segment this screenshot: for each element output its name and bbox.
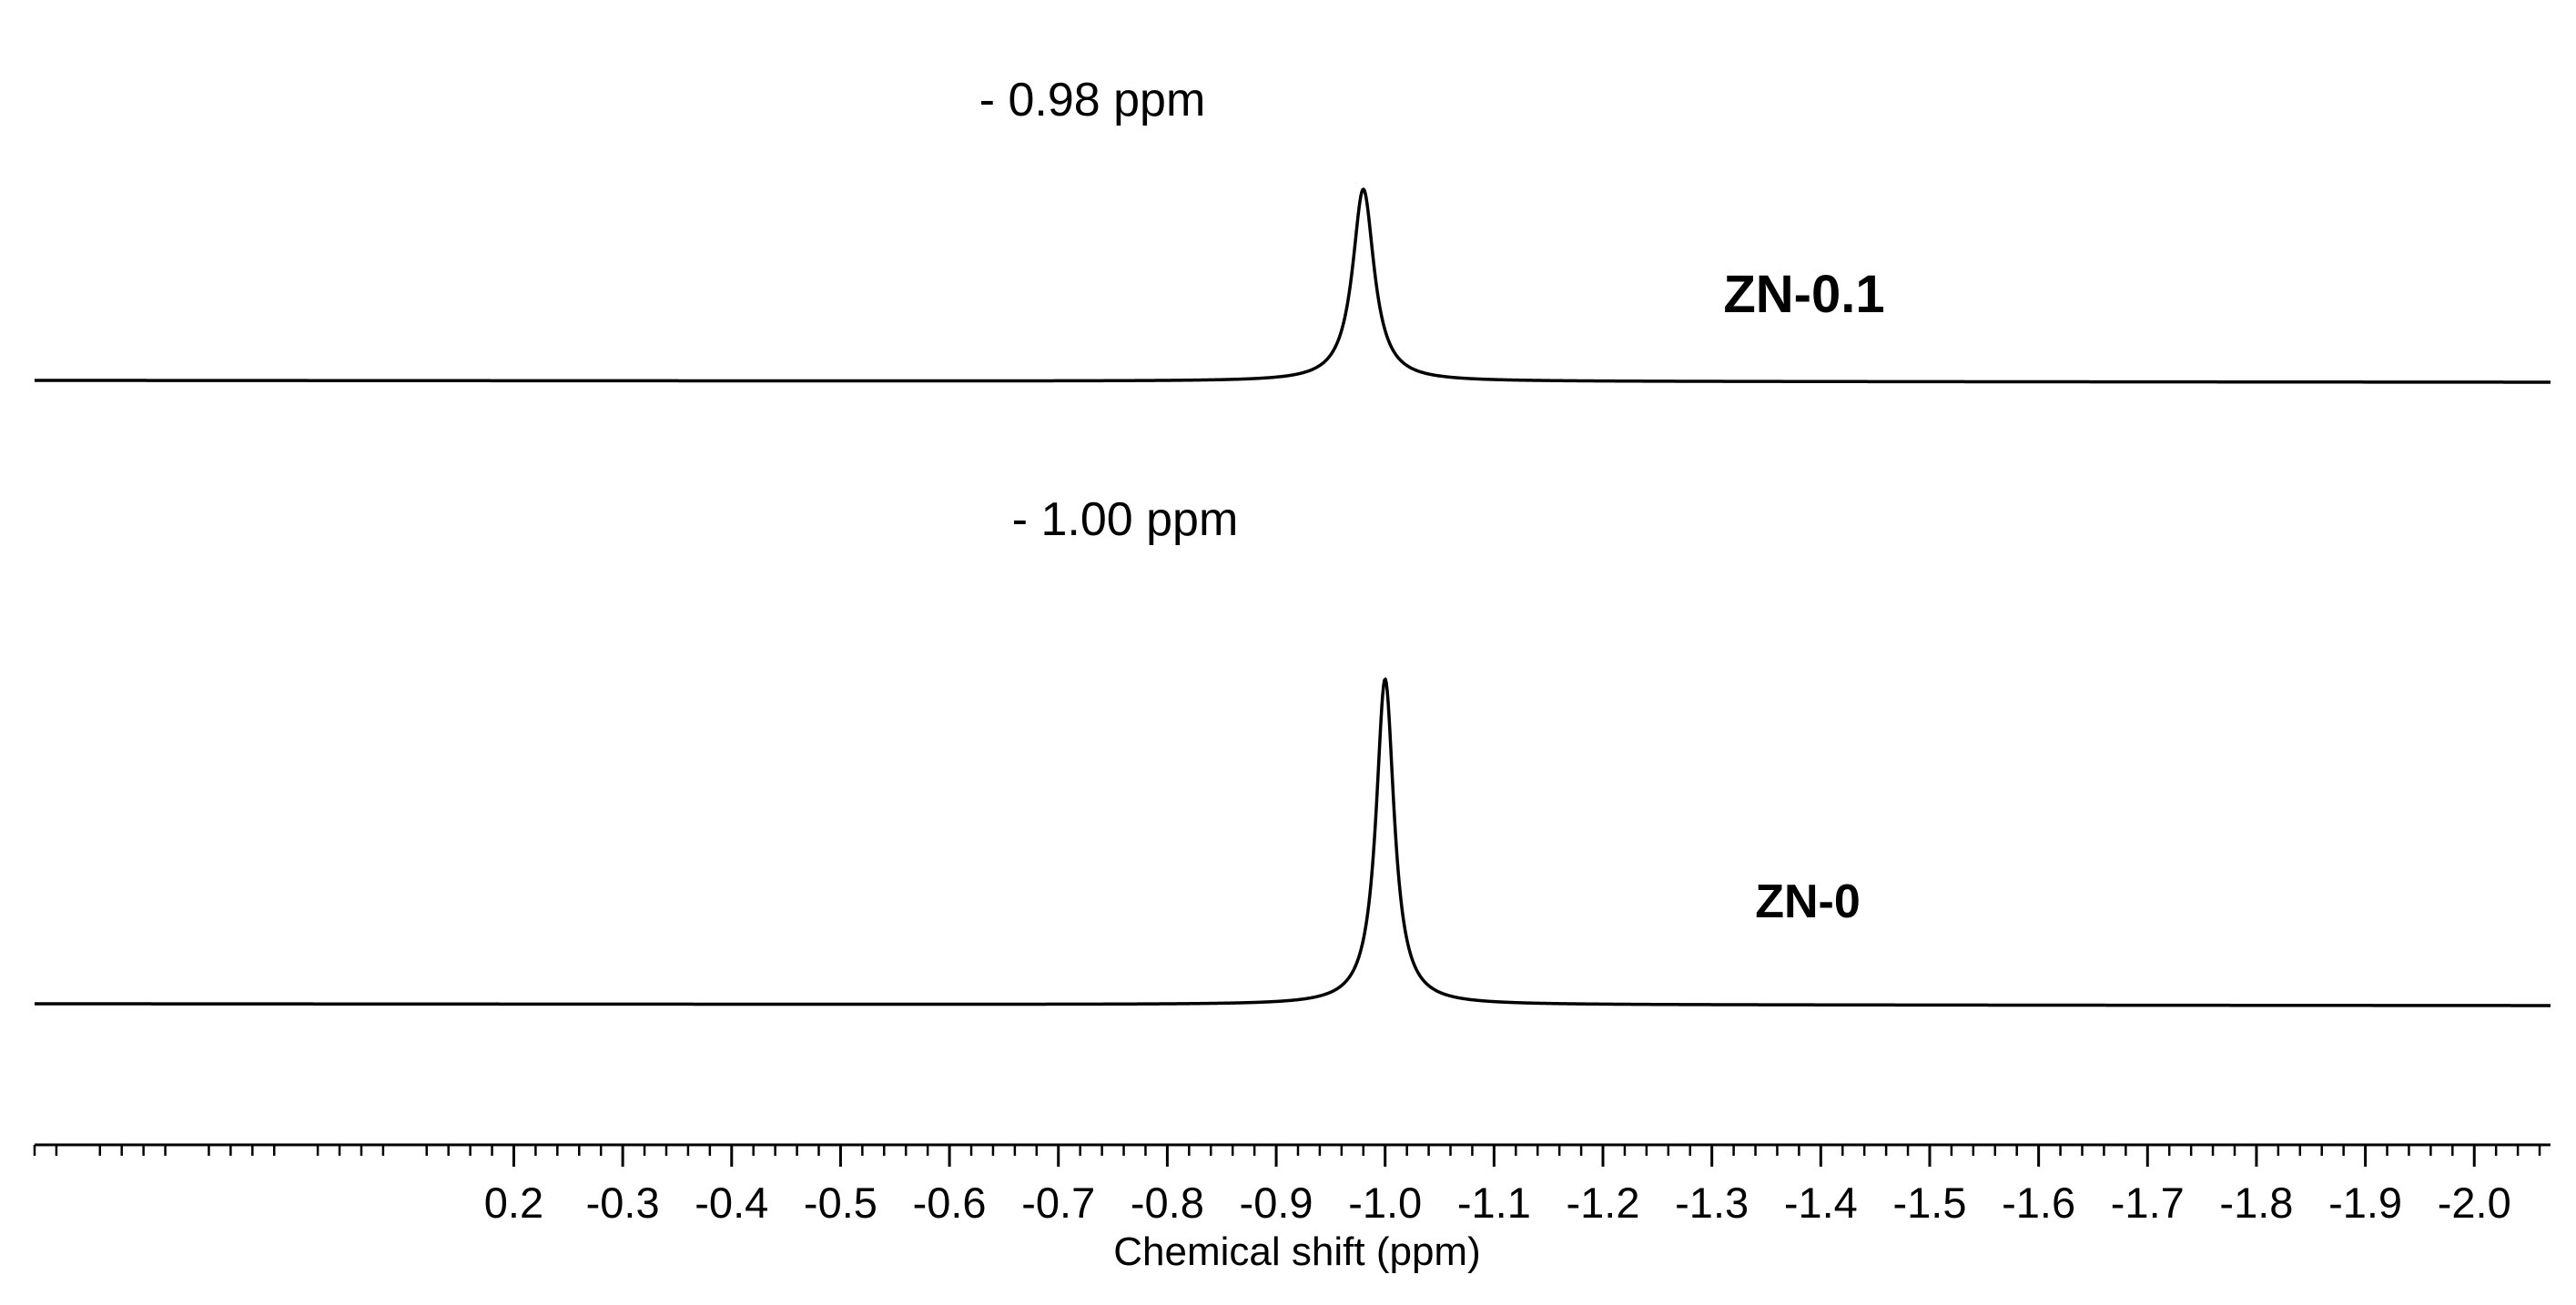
peak-label-zn-0: - 1.00 ppm — [1012, 493, 1239, 546]
x-axis-tick-label: -1.0 — [1348, 1179, 1422, 1227]
spectrum-trace-zn-0-1 — [34, 187, 2551, 384]
x-axis-tick-label: -0.3 — [586, 1179, 660, 1227]
sample-label-zn-0-1: ZN-0.1 — [1723, 265, 1884, 324]
peak-label-zn-0-1: - 0.98 ppm — [979, 74, 1206, 126]
x-axis: 0.2 -0.3 -0.4 -0.5 -0.6 -0.7 -0.8 -0.9 -1.0 -1.1-… — [33, 1143, 2551, 1227]
x-axis-title: Chemical shift (ppm) — [1113, 1229, 1480, 1274]
x-axis-tick-label: -0.7 — [1021, 1179, 1095, 1227]
x-axis-tick-label: -1.1 — [1457, 1179, 1531, 1227]
x-axis-tick-label: -0.5 — [804, 1179, 877, 1227]
x-axis-minor-ticks — [33, 1145, 2541, 1156]
x-axis-tick-label: -2.0 — [2438, 1179, 2511, 1227]
spectrum-trace-zn-0 — [34, 677, 2551, 1007]
x-axis-tick-label: -0.6 — [913, 1179, 987, 1227]
x-axis-tick-label: -1.7 — [2111, 1179, 2185, 1227]
x-axis-tick-label: -1.8 — [2219, 1179, 2293, 1227]
x-axis-tick-label: -0.9 — [1240, 1179, 1313, 1227]
x-axis-tick-label: -1.9 — [2328, 1179, 2402, 1227]
x-axis-tick-label: 0.2 — [484, 1179, 543, 1227]
x-axis-major-ticks — [512, 1145, 2476, 1167]
x-axis-tick-label: -1.6 — [2002, 1179, 2075, 1227]
x-axis-tick-label: -1.3 — [1675, 1179, 1749, 1227]
x-axis-tick-label: -1.4 — [1784, 1179, 1858, 1227]
x-axis-tick-label: -0.8 — [1131, 1179, 1204, 1227]
x-axis-tick-labels: 0.2 -0.3 -0.4 -0.5 -0.6 -0.7 -0.8 -0.9 -1.0 -1.1-… — [484, 1179, 2511, 1227]
x-axis-tick-label: -1.5 — [1892, 1179, 1966, 1227]
x-axis-tick-label: -0.4 — [695, 1179, 768, 1227]
x-axis-tick-label: -1.2 — [1567, 1179, 1640, 1227]
sample-label-zn-0: ZN-0 — [1755, 875, 1861, 928]
